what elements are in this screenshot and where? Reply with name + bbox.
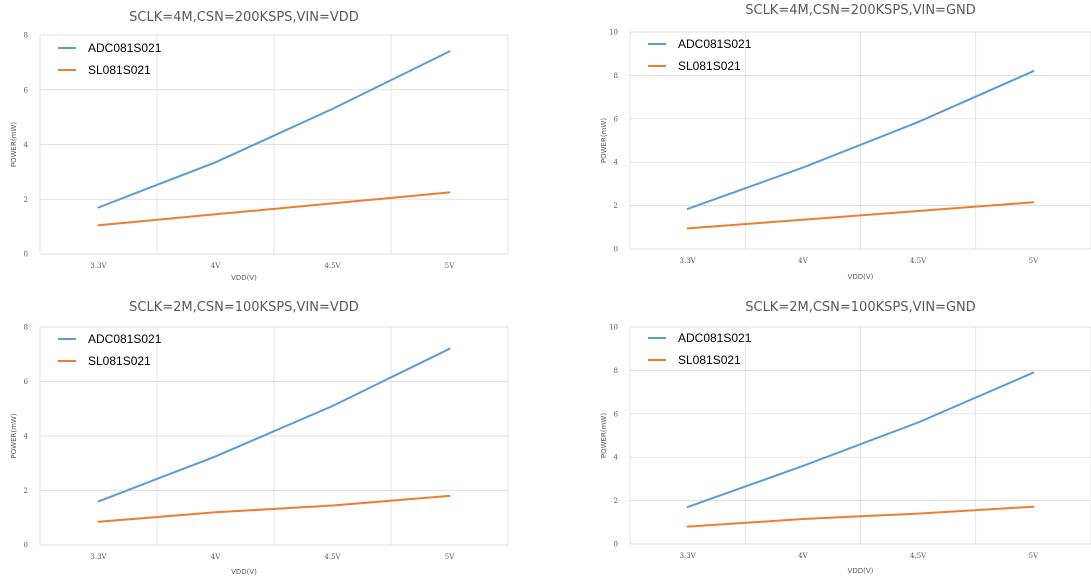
y-tick-label: 6: [614, 410, 619, 418]
y-tick-label: 6: [24, 378, 29, 386]
y-tick-label: 8: [24, 32, 28, 40]
series-line-adc081s021: [686, 371, 1035, 509]
chart-svg: SCLK=2M,CSN=100KSPS,VIN=GND 0 2 4 6 8 10 3.3V 4V…: [600, 300, 1091, 575]
series-line-sl081s021: [686, 505, 1035, 528]
x-tick-label: 4.5V: [324, 553, 341, 561]
y-tick-label: 10: [609, 324, 618, 332]
y-tick-label: 6: [614, 115, 619, 123]
y-tick-label: 0: [24, 542, 28, 550]
y-tick-label: 8: [614, 72, 618, 80]
y-tick-label: 4: [614, 159, 619, 167]
y-tick-label: 8: [24, 324, 28, 332]
legend-label: SL081S021: [678, 353, 741, 367]
y-tick-label: 2: [614, 497, 618, 505]
x-axis-label: VDD(V): [231, 568, 257, 576]
chart-title: SCLK=4M,CSN=200KSPS,VIN=GND: [745, 3, 976, 18]
y-tick-label: 0: [614, 246, 618, 254]
legend-label: SL081S021: [678, 59, 741, 73]
x-axis-label: VDD(V): [231, 274, 257, 282]
y-axis-label: POWER(mW): [600, 413, 608, 458]
x-tick-label: 5V: [445, 553, 455, 561]
y-tick-label: 0: [614, 541, 618, 549]
x-tick-label: 5V: [1029, 552, 1039, 560]
y-tick-label: 0: [24, 251, 28, 259]
legend-label: ADC081S021: [88, 332, 162, 346]
x-tick-label: 3.3V: [680, 257, 697, 265]
chart-svg: SCLK=4M,CSN=200KSPS,VIN=VDD 0 2 4 6 8 3.3V 4V 4.…: [10, 10, 509, 282]
x-tick-label: 4V: [211, 553, 221, 561]
y-tick-label: 10: [609, 29, 618, 37]
y-tick-label: 4: [24, 433, 29, 441]
series-line-adc081s021: [97, 347, 451, 503]
x-tick-label: 4V: [211, 262, 221, 270]
chart-vin-vdd-4m: SCLK=4M,CSN=200KSPS,VIN=VDD 0 2 4 6 8 3.3V 4V 4.…: [0, 0, 590, 290]
x-axis-label: VDD(V): [848, 567, 874, 575]
y-tick-label: 2: [614, 202, 618, 210]
y-tick-label: 6: [24, 86, 29, 94]
chart-title: SCLK=4M,CSN=200KSPS,VIN=VDD: [129, 10, 359, 25]
x-tick-label: 5V: [445, 262, 455, 270]
x-tick-label: 3.3V: [90, 262, 107, 270]
legend-label: SL081S021: [88, 63, 151, 77]
x-tick-label: 3.3V: [90, 553, 107, 561]
chart-vin-vdd-2m: SCLK=2M,CSN=100KSPS,VIN=VDD 0 2 4 6 8 3.3V 4V 4.…: [0, 292, 590, 581]
series-line-sl081s021: [97, 494, 451, 523]
legend-label: ADC081S021: [88, 41, 162, 55]
x-tick-label: 4V: [798, 257, 808, 265]
legend-label: SL081S021: [88, 354, 151, 368]
x-tick-label: 4V: [798, 552, 808, 560]
y-axis-label: POWER(mW): [600, 118, 608, 163]
y-axis-label: POWER(mW): [10, 122, 18, 167]
chart-vin-gnd-2m: SCLK=2M,CSN=100KSPS,VIN=GND 0 2 4 6 8 10 3.3V 4V…: [590, 292, 1091, 581]
chart-vin-gnd-4m: SCLK=4M,CSN=200KSPS,VIN=GND 0 2 4 6 8 10 3.3V 4V…: [590, 0, 1091, 290]
x-tick-label: 4.5V: [910, 552, 927, 560]
y-axis-label: POWER(mW): [10, 413, 18, 458]
series-line-adc081s021: [97, 50, 451, 209]
y-tick-label: 8: [614, 367, 618, 375]
legend-label: ADC081S021: [678, 37, 752, 51]
y-tick-label: 4: [614, 454, 619, 462]
y-tick-label: 2: [24, 196, 28, 204]
chart-svg: SCLK=2M,CSN=100KSPS,VIN=VDD 0 2 4 6 8 3.3V 4V 4.…: [10, 300, 509, 576]
x-tick-label: 3.3V: [680, 552, 697, 560]
y-tick-label: 2: [24, 487, 28, 495]
y-tick-label: 4: [24, 141, 29, 149]
x-axis-label: VDD(V): [848, 273, 874, 281]
legend-label: ADC081S021: [678, 331, 752, 345]
series-line-sl081s021: [686, 201, 1035, 230]
series-line-adc081s021: [686, 70, 1035, 210]
chart-title: SCLK=2M,CSN=100KSPS,VIN=GND: [745, 300, 976, 315]
chart-title: SCLK=2M,CSN=100KSPS,VIN=VDD: [129, 300, 359, 315]
x-tick-label: 5V: [1029, 257, 1039, 265]
series-line-sl081s021: [97, 191, 451, 227]
x-tick-label: 4.5V: [910, 257, 927, 265]
chart-svg: SCLK=4M,CSN=200KSPS,VIN=GND 0 2 4 6 8 10 3.3V 4V…: [600, 3, 1091, 281]
x-tick-label: 4.5V: [324, 262, 341, 270]
